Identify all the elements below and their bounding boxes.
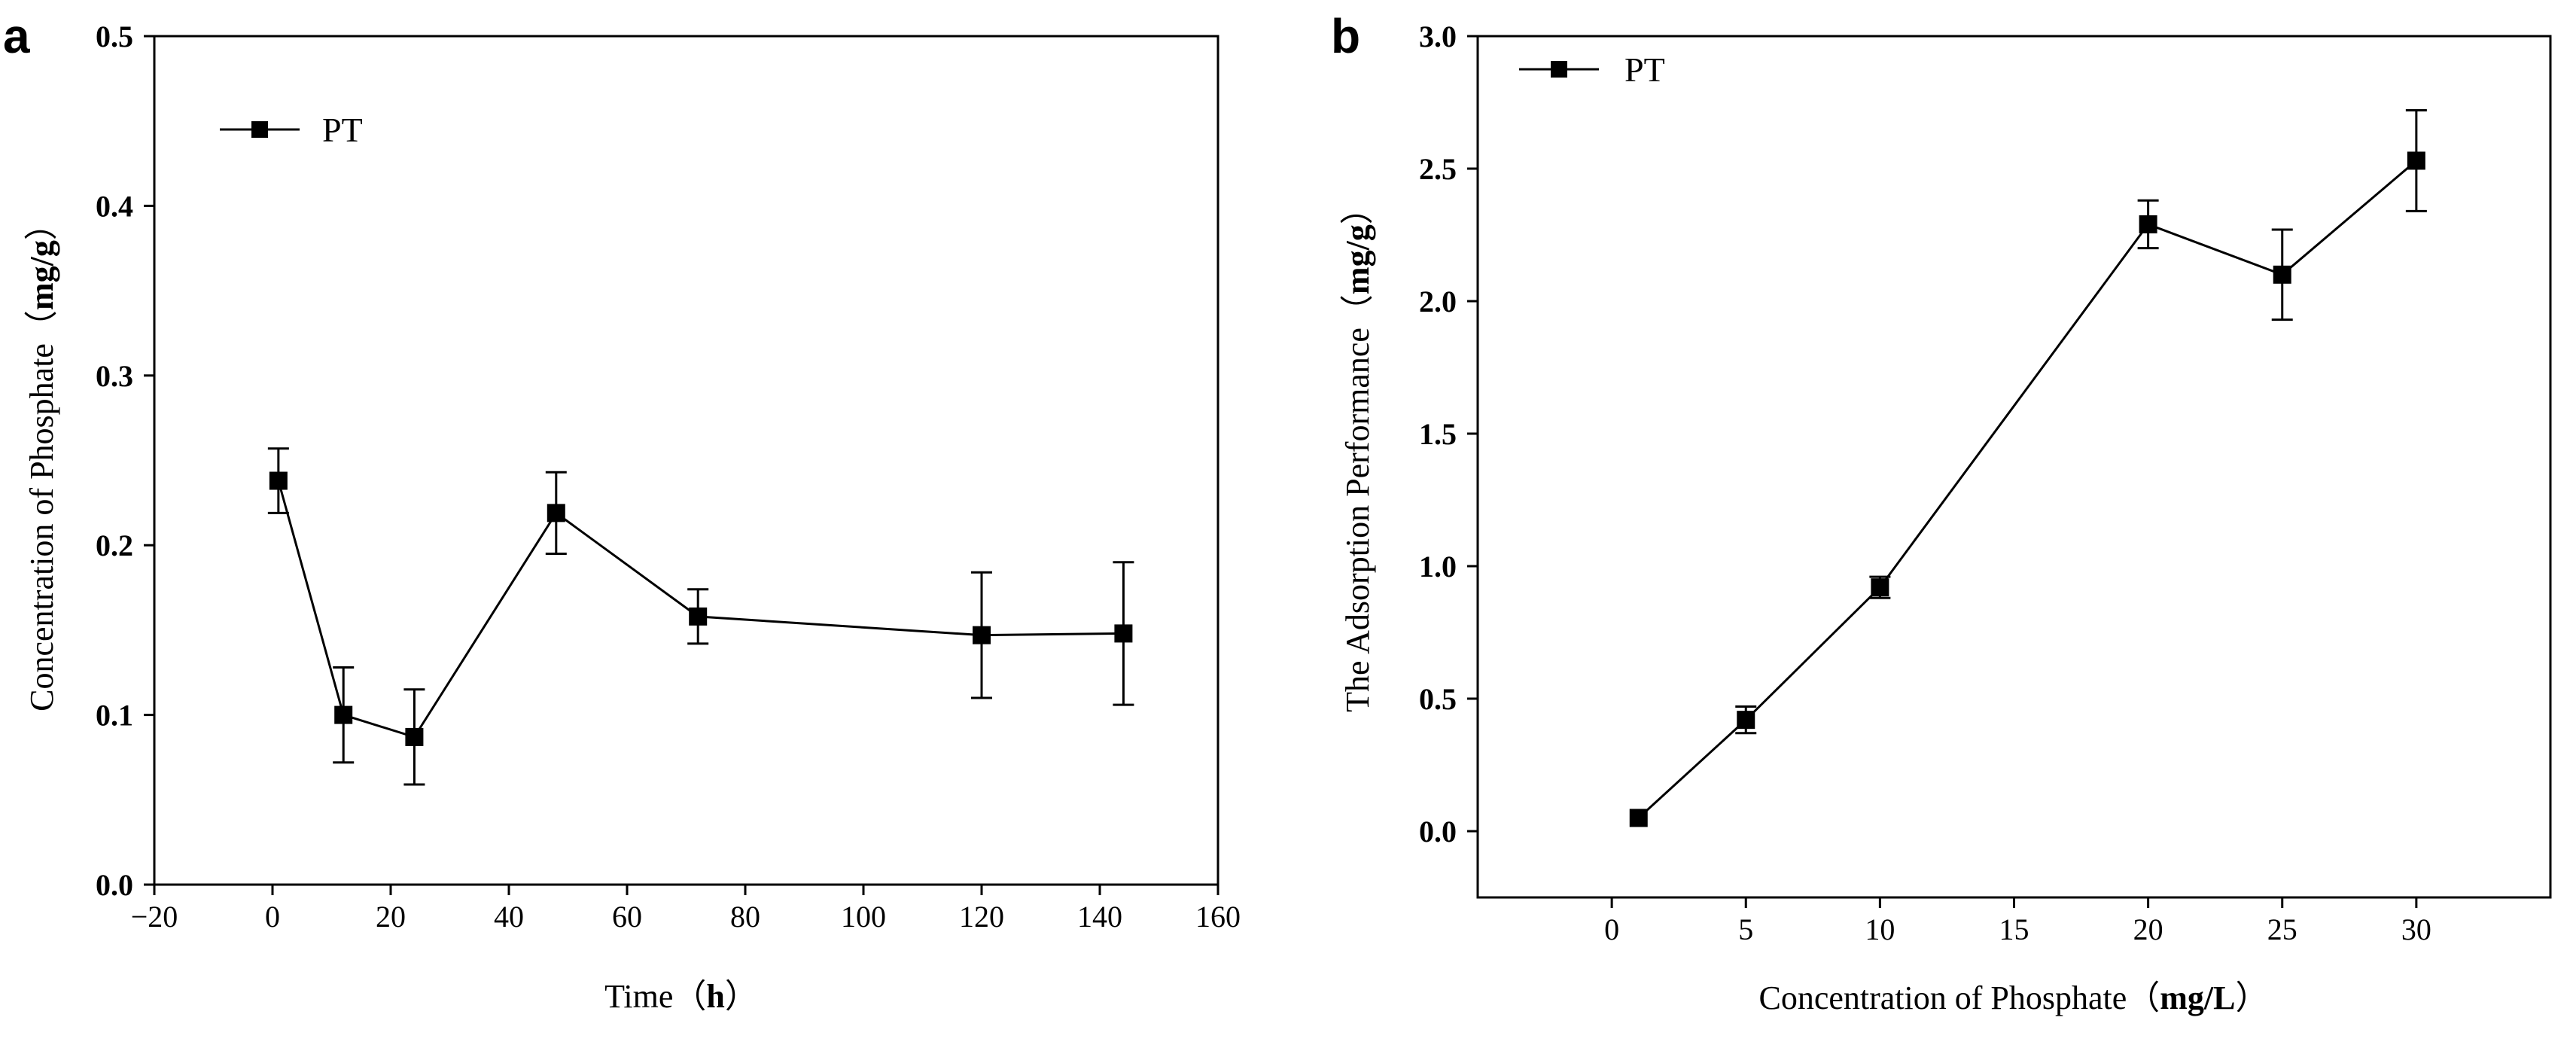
data-point <box>1629 809 1648 827</box>
y-tick-label: 2.0 <box>1419 285 1457 318</box>
plot-frame <box>1476 35 2552 899</box>
y-tick-label: 0.3 <box>96 359 133 393</box>
x-axis-label: Time（h） <box>604 978 758 1015</box>
y-tick-label: 1.5 <box>1419 417 1457 451</box>
x-tick-label: 160 <box>1195 900 1241 934</box>
y-axis-label-text: The Adsorption Performance（ <box>1339 294 1376 712</box>
x-axis-label: Concentration of Phosphate（mg/L） <box>1758 979 2268 1016</box>
data-point <box>973 626 991 644</box>
x-tick-label: 120 <box>959 900 1004 934</box>
data-point <box>334 705 353 724</box>
y-tick-label: 3.0 <box>1419 20 1457 53</box>
y-tick-label: 0.4 <box>96 189 133 223</box>
x-tick-label: 25 <box>2267 912 2297 946</box>
x-tick-label: 30 <box>2401 912 2431 946</box>
series-line-PT <box>1637 160 2417 819</box>
x-tick-label: 15 <box>1999 912 2029 946</box>
y-tick-label: 2.5 <box>1419 152 1457 186</box>
y-axis-label-close: ） <box>23 207 60 240</box>
data-point <box>1114 624 1133 643</box>
data-point <box>2407 151 2425 170</box>
y-axis-label-unit: mg/g <box>23 240 60 310</box>
y-axis-label: The Adsorption Performance（mg/g） <box>1339 191 1376 712</box>
y-tick-label: 0.5 <box>1419 682 1457 716</box>
x-tick-label: 80 <box>730 900 760 934</box>
data-point <box>689 607 708 626</box>
legend-marker <box>251 121 268 138</box>
data-point <box>2139 215 2157 233</box>
x-axis-label-text: Time（ <box>604 978 706 1015</box>
x-axis-label-close: ） <box>2236 979 2269 1016</box>
panel-label: a <box>3 9 30 63</box>
x-tick-label: 100 <box>841 900 886 934</box>
plot-frame <box>153 35 1219 886</box>
legend: PT <box>220 111 363 149</box>
y-axis-label-close: ） <box>1339 191 1376 224</box>
x-tick-label: 40 <box>494 900 524 934</box>
panel-label: b <box>1331 9 1360 63</box>
x-tick-label: 20 <box>376 900 406 934</box>
x-axis-label-unit: mg/L <box>2160 979 2235 1016</box>
x-tick-label: 0 <box>1604 912 1619 946</box>
y-tick-label: 0.1 <box>96 699 133 733</box>
y-tick-label: 0.2 <box>96 529 133 562</box>
y-tick-label: 0.0 <box>1419 815 1457 848</box>
chart-a: a −20 0 20 40 60 80 100 120 140 160 0.0 0.1 0.2 0.3 0.4… <box>3 9 1241 1015</box>
x-tick-label: 10 <box>1865 912 1895 946</box>
legend: PT <box>1519 50 1665 89</box>
y-tick-label: 1.0 <box>1419 550 1457 583</box>
data-point <box>405 727 424 746</box>
x-tick-label: 0 <box>265 900 280 934</box>
data-point <box>547 504 565 522</box>
data-point <box>269 471 288 490</box>
data-point <box>1871 578 1889 597</box>
chart-b: b 0 5 10 15 20 25 30 0.0 0.5 1.0 1.5 2.0 2.5 3.0 Concen… <box>1331 9 2552 1016</box>
x-tick-label: 20 <box>2133 912 2163 946</box>
y-tick-label: 0.5 <box>96 20 133 53</box>
data-point <box>2273 265 2291 284</box>
x-tick-label: 5 <box>1738 912 1753 946</box>
y-axis-label-text: Concentration of Phosphate（ <box>23 310 60 711</box>
legend-label: PT <box>322 111 363 149</box>
data-point <box>1737 711 1755 730</box>
x-axis-label-unit: h <box>706 978 724 1015</box>
legend-label: PT <box>1624 50 1665 89</box>
y-axis-label: Concentration of Phosphate（mg/g） <box>23 207 60 711</box>
x-axis-label-close: ） <box>725 978 758 1015</box>
x-tick-label: 60 <box>612 900 642 934</box>
x-axis-label-text: Concentration of Phosphate（ <box>1758 979 2160 1016</box>
x-tick-label: 140 <box>1077 900 1122 934</box>
y-tick-label: 0.0 <box>96 868 133 902</box>
y-axis-label-unit: mg/g <box>1339 224 1376 294</box>
legend-marker <box>1551 61 1567 78</box>
x-tick-label: −20 <box>131 900 178 934</box>
